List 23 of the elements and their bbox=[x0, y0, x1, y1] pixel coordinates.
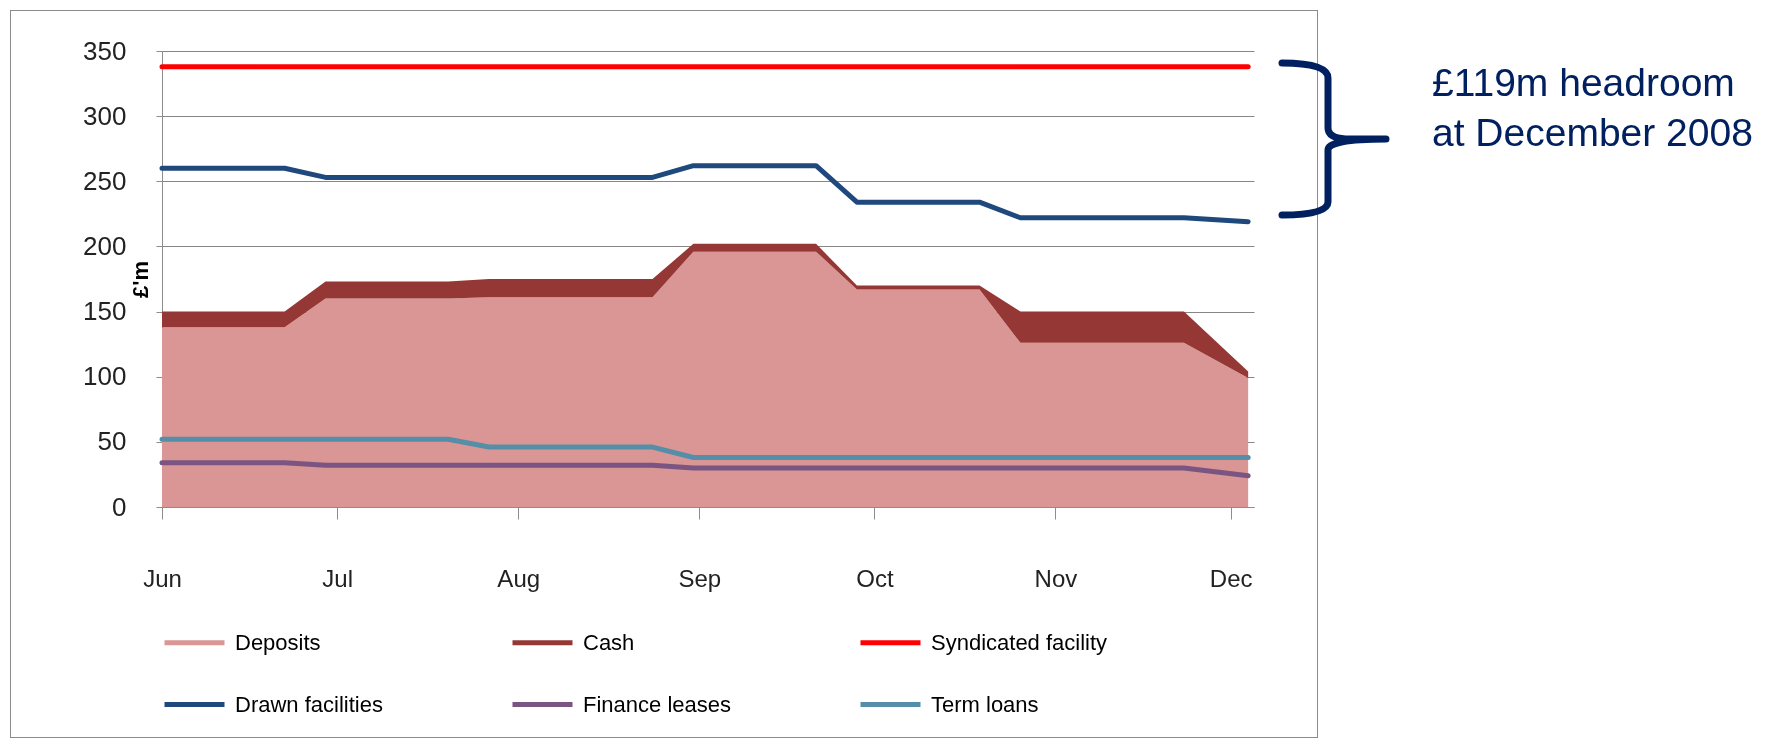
y-tick-label: 300 bbox=[83, 100, 127, 131]
y-tick-label: 0 bbox=[112, 491, 127, 522]
x-tick-label: Aug bbox=[497, 564, 541, 592]
legend-label: Cash bbox=[583, 629, 635, 655]
y-tick-label: 150 bbox=[83, 296, 127, 327]
legend-label: Finance leases bbox=[583, 691, 731, 717]
legend-label: Deposits bbox=[235, 629, 321, 655]
legend-label: Drawn facilities bbox=[235, 691, 383, 717]
y-tick-label: 50 bbox=[97, 426, 127, 457]
x-tick-label: Dec bbox=[1209, 564, 1253, 592]
y-tick-label: 200 bbox=[83, 230, 127, 261]
x-tick-label: Nov bbox=[1034, 564, 1078, 592]
x-tick-label: Oct bbox=[856, 564, 894, 592]
y-axis-title: £'m bbox=[127, 260, 153, 299]
legend-label: Syndicated facility bbox=[931, 629, 1108, 655]
y-tick-label: 250 bbox=[83, 165, 127, 196]
text: £119m headroom at December 2008 bbox=[1432, 60, 1754, 156]
x-tick-label: Sep bbox=[678, 564, 722, 592]
y-tick-label: 350 bbox=[83, 35, 127, 66]
x-tick-label: Jun bbox=[143, 564, 182, 592]
x-tick-label: Jul bbox=[322, 564, 354, 592]
legend-label: Term loans bbox=[931, 691, 1039, 717]
y-tick-label: 100 bbox=[83, 361, 127, 392]
